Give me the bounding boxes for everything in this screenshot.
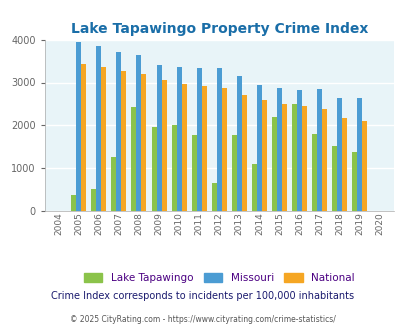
Bar: [161, 81, 166, 211]
Bar: [96, 47, 101, 211]
Bar: [81, 64, 86, 211]
Bar: [336, 98, 341, 211]
Bar: [171, 124, 176, 211]
Bar: [211, 183, 216, 211]
Bar: [141, 74, 146, 211]
Bar: [221, 88, 226, 211]
Bar: [276, 88, 281, 211]
Bar: [191, 135, 196, 211]
Bar: [241, 94, 246, 211]
Bar: [316, 89, 321, 211]
Bar: [261, 100, 266, 211]
Bar: [361, 121, 367, 211]
Bar: [176, 67, 181, 211]
Text: Crime Index corresponds to incidents per 100,000 inhabitants: Crime Index corresponds to incidents per…: [51, 291, 354, 301]
Bar: [291, 104, 296, 211]
Bar: [321, 109, 326, 211]
Bar: [136, 54, 141, 211]
Bar: [271, 117, 276, 211]
Bar: [341, 118, 346, 211]
Bar: [256, 85, 261, 211]
Bar: [101, 67, 106, 211]
Bar: [331, 146, 336, 211]
Bar: [116, 51, 121, 211]
Bar: [351, 151, 356, 211]
Bar: [121, 71, 126, 211]
Bar: [251, 164, 256, 211]
Bar: [91, 189, 96, 211]
Bar: [201, 85, 206, 211]
Title: Lake Tapawingo Property Crime Index: Lake Tapawingo Property Crime Index: [70, 22, 367, 36]
Bar: [311, 134, 316, 211]
Legend: Lake Tapawingo, Missouri, National: Lake Tapawingo, Missouri, National: [83, 273, 354, 283]
Bar: [301, 106, 306, 211]
Bar: [231, 135, 236, 211]
Bar: [156, 65, 161, 211]
Bar: [71, 195, 76, 211]
Bar: [281, 104, 286, 211]
Bar: [111, 157, 116, 211]
Bar: [76, 42, 81, 211]
Bar: [296, 90, 301, 211]
Text: © 2025 CityRating.com - https://www.cityrating.com/crime-statistics/: © 2025 CityRating.com - https://www.city…: [70, 315, 335, 324]
Bar: [131, 107, 136, 211]
Bar: [151, 127, 156, 211]
Bar: [236, 77, 241, 211]
Bar: [356, 98, 361, 211]
Bar: [216, 68, 221, 211]
Bar: [196, 68, 201, 211]
Bar: [181, 84, 186, 211]
